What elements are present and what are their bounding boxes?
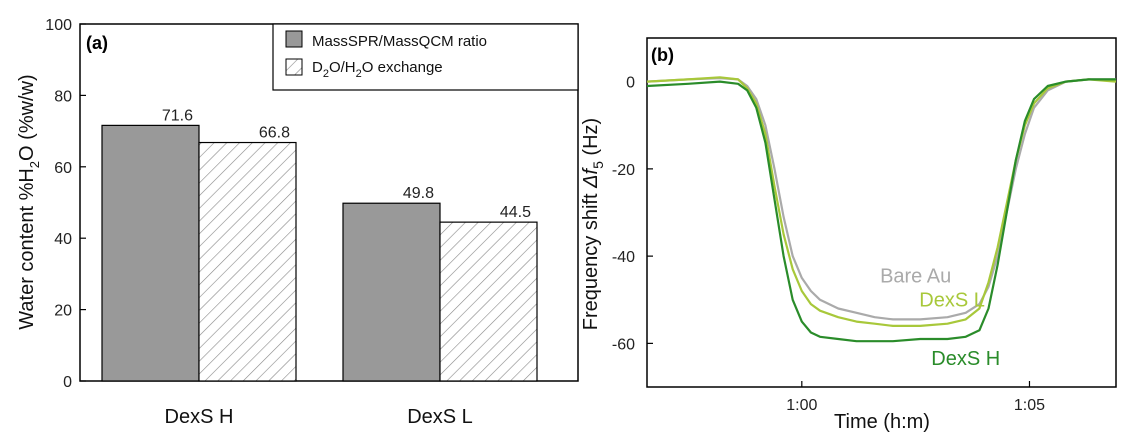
line-dexs-h <box>646 78 1116 343</box>
series-label: DexS L <box>919 289 985 311</box>
bar-dexs-l-series-1 <box>342 202 441 382</box>
panel-b-ticks: 0 -20 -40 -60 1:00 1:05 <box>612 75 1045 414</box>
category-label: DexS L <box>407 406 473 428</box>
panel-a-y-axis-label: Water content %H2O (%w/w) <box>16 74 42 329</box>
legend-label-exchange: D2O/H2O exchange <box>312 59 443 80</box>
panel-b-plot-frame <box>646 37 1117 388</box>
category-label: DexS H <box>165 406 234 428</box>
series-label: Bare Au <box>880 265 951 287</box>
data-label: 49.8 <box>403 185 434 202</box>
y-tick-label: -20 <box>612 162 635 179</box>
panel-a-data-labels: 71.6 66.8 49.8 44.5 <box>162 107 531 221</box>
legend-swatch-solid <box>285 30 303 48</box>
panel-b-y-axis-label: Frequency shift Δf5 (Hz) <box>580 118 606 330</box>
y-tick-label: 40 <box>54 231 72 248</box>
panel-a-bars <box>101 124 538 382</box>
legend-label-mass-ratio: MassSPR/MassQCM ratio <box>312 33 487 50</box>
bar-dexs-l-series-2 <box>439 221 538 382</box>
panel-a-legend: MassSPR/MassQCM ratio D2O/H2O exchange <box>272 23 579 91</box>
y-tick-label: 0 <box>626 75 635 92</box>
panel-a-y-ticks: 0 20 40 60 80 100 <box>45 17 86 391</box>
data-label: 71.6 <box>162 107 193 124</box>
panel-a-category-labels: DexS H DexS L <box>165 406 473 428</box>
bar-dexs-h-series-2 <box>198 141 297 382</box>
panel-b-x-axis-label: Time (h:m) <box>834 411 930 433</box>
y-tick-label: 20 <box>54 303 72 320</box>
legend-swatch-hatch <box>285 58 303 76</box>
x-tick-label: 1:05 <box>1014 397 1045 414</box>
y-tick-label: 100 <box>45 17 72 34</box>
y-tick-label: 60 <box>54 160 72 177</box>
y-tick-label: 0 <box>63 374 72 391</box>
bar-dexs-h-series-1 <box>101 124 200 382</box>
panel-b-series-lines <box>646 76 1117 343</box>
line-dexs-l <box>646 76 1117 327</box>
line-bare-au <box>646 77 1116 321</box>
series-label: DexS H <box>931 348 1000 370</box>
y-tick-label: -40 <box>612 249 635 266</box>
data-label: 44.5 <box>500 204 531 221</box>
panel-b-label: (b) <box>651 45 674 65</box>
x-tick-label: 1:00 <box>786 397 817 414</box>
data-label: 66.8 <box>259 125 290 142</box>
y-tick-label: -60 <box>612 336 635 353</box>
panel-a-label: (a) <box>86 33 108 53</box>
y-tick-label: 80 <box>54 88 72 105</box>
